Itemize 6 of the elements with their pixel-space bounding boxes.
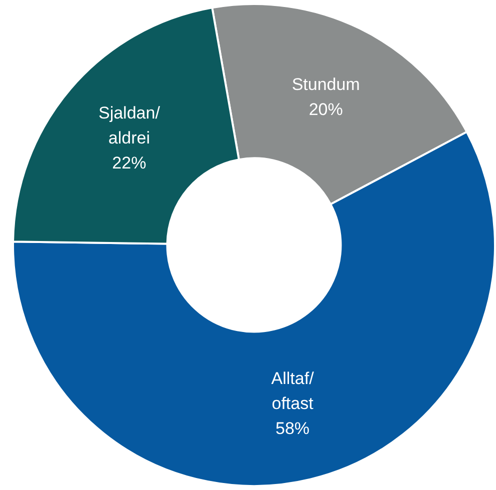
- slice-label: Sjaldan/aldrei: [98, 103, 160, 148]
- data-label: 58%: [276, 418, 310, 438]
- slice-label: Stundum: [292, 74, 360, 94]
- slice-label: Alltaf/oftast: [271, 368, 314, 413]
- data-label: 22%: [112, 153, 146, 172]
- data-label: 20%: [308, 100, 343, 119]
